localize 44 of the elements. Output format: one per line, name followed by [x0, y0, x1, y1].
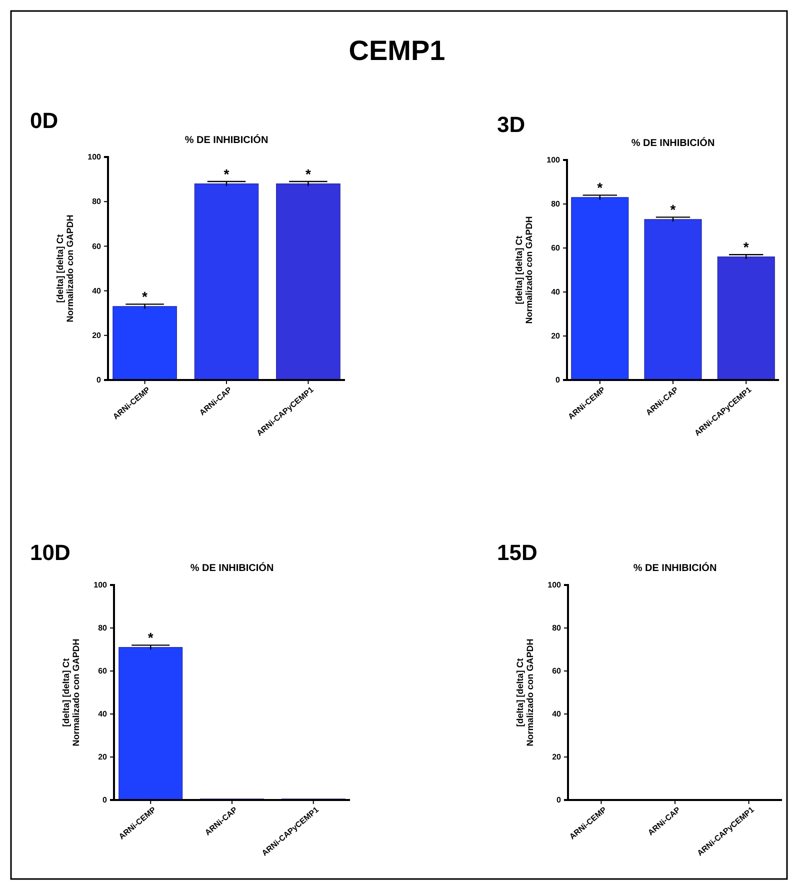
- y-tick-label: 20: [552, 752, 562, 762]
- y-tick-label: 40: [92, 286, 102, 296]
- y-tick-label: 20: [551, 332, 561, 341]
- y-tick-label: 0: [556, 796, 562, 805]
- y-tick-label: 0: [556, 376, 561, 385]
- y-axis-title: [delta] [delta] Ct Normalizado con GAPDH: [60, 638, 82, 746]
- y-tick-label: 40: [551, 288, 561, 297]
- annotation: *: [743, 238, 750, 255]
- y-tick-label: 60: [98, 666, 108, 676]
- y-tick-label: 40: [552, 710, 562, 719]
- y-axis-title: [delta] [delta] Ct Normalizado con GAPDH: [54, 214, 76, 322]
- chart-title: 10D: [30, 540, 70, 565]
- y-tick-label: 100: [94, 580, 108, 590]
- annotation: *: [224, 166, 230, 182]
- y-tick-label: 60: [551, 244, 561, 253]
- chart-subtitle: % DE INHIBICIÓN: [633, 562, 717, 574]
- y-tick-label: 100: [546, 156, 561, 165]
- y-axis-title: [delta] [delta] Ct Normalizado con GAPDH: [514, 216, 534, 324]
- y-tick-label: 0: [96, 376, 102, 385]
- y-tick-label: 20: [92, 330, 102, 340]
- annotation: *: [670, 201, 676, 218]
- annotation: *: [597, 179, 604, 196]
- y-tick-label: 20: [98, 752, 108, 762]
- y-tick-label: 60: [92, 242, 102, 251]
- y-tick-label: 80: [552, 624, 562, 633]
- y-tick-label: 80: [551, 200, 561, 209]
- y-tick-label: 100: [88, 152, 102, 162]
- y-axis-title: [delta] [delta] Ct Normalizado con GAPDH: [514, 638, 536, 746]
- y-tick-label: 60: [552, 666, 562, 676]
- chart-subtitle: % DE INHIBICIÓN: [190, 562, 274, 574]
- annotation: *: [148, 629, 154, 646]
- chart-subtitle: % DE INHIBICIÓN: [631, 137, 715, 149]
- y-tick-label: 80: [98, 624, 108, 633]
- text: CEMP1: [348, 35, 446, 66]
- chart-subtitle: % DE INHIBICIÓN: [184, 134, 268, 146]
- annotation: *: [306, 166, 312, 182]
- y-tick-label: 100: [548, 580, 562, 590]
- y-tick-label: 40: [98, 710, 108, 719]
- chart-title: 3D: [497, 112, 526, 137]
- annotation: *: [142, 288, 148, 304]
- chart-title: 15D: [497, 540, 538, 565]
- y-tick-label: 0: [102, 796, 108, 805]
- y-tick-label: 80: [92, 197, 102, 206]
- chart-title: 0D: [30, 108, 58, 133]
